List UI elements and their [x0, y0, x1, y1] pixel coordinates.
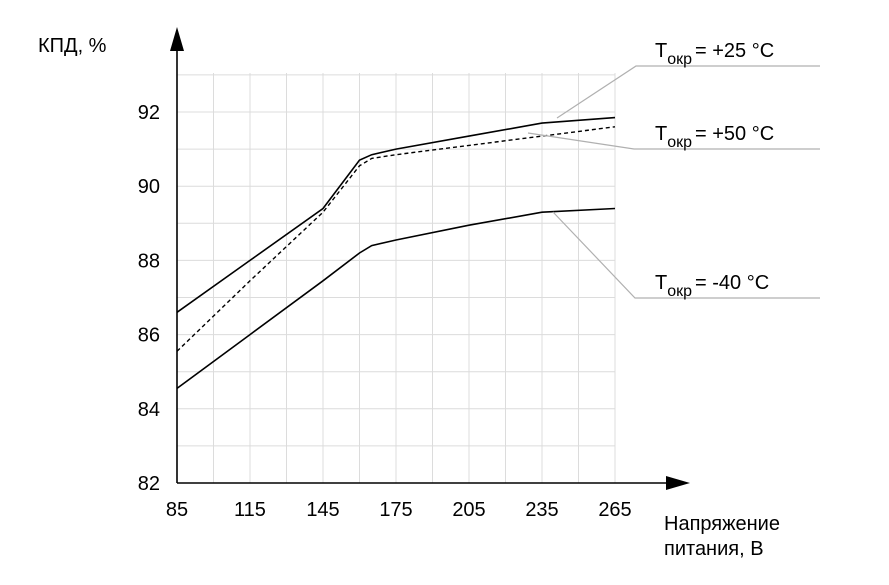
x-axis-title-line1: Напряжение: [664, 513, 780, 535]
series-line-1: [176, 116, 616, 313]
legend-symbol: T: [655, 123, 667, 145]
legend-subscript: окр: [667, 134, 692, 151]
legend-label: Tокр = +25 °C: [655, 40, 774, 68]
legend-leader-line: [552, 211, 820, 299]
legend-leader-line: [556, 65, 820, 119]
x-tick-label: 115: [234, 499, 266, 521]
y-tick-labels: 82 84 86 88 90 92: [138, 102, 160, 495]
legend-subscript: окр: [667, 51, 692, 68]
legend-value: = +25 °C: [695, 40, 774, 62]
series-line-2: [176, 126, 616, 352]
legend-symbol: T: [655, 272, 667, 294]
y-axis-title: КПД, %: [38, 35, 107, 57]
x-tick-label: 265: [598, 499, 631, 521]
x-axis-arrow: [666, 476, 690, 490]
legend-leader-lines: [527, 65, 820, 299]
series-line-3: [176, 207, 616, 390]
x-tick-label: 85: [166, 499, 188, 521]
y-tick-label: 92: [138, 102, 160, 124]
y-tick-label: 84: [138, 399, 160, 421]
legend-symbol: T: [655, 40, 667, 62]
x-tick-label: 205: [452, 499, 485, 521]
x-tick-label: 175: [379, 499, 412, 521]
legend-value: = -40 °C: [695, 272, 769, 294]
legend-value: = +50 °C: [695, 123, 774, 145]
legend-subscript: окр: [667, 283, 692, 300]
y-tick-label: 90: [138, 176, 160, 198]
y-tick-label: 86: [138, 325, 160, 347]
series-lines: [176, 116, 616, 390]
legend-label: Tокр = -40 °C: [655, 272, 769, 300]
x-tick-labels: 85 115 145 175 205 235 265: [166, 499, 632, 521]
x-axis-title-line2: питания, В: [664, 538, 764, 560]
legend-leader-line: [527, 132, 820, 150]
x-tick-label: 145: [306, 499, 339, 521]
grid: [177, 73, 616, 483]
axes: [170, 27, 690, 490]
y-axis-arrow: [170, 27, 184, 51]
legend-label: Tокр = +50 °C: [655, 123, 774, 151]
y-tick-label: 88: [138, 250, 160, 272]
y-tick-label: 82: [138, 473, 160, 495]
x-tick-label: 235: [525, 499, 558, 521]
